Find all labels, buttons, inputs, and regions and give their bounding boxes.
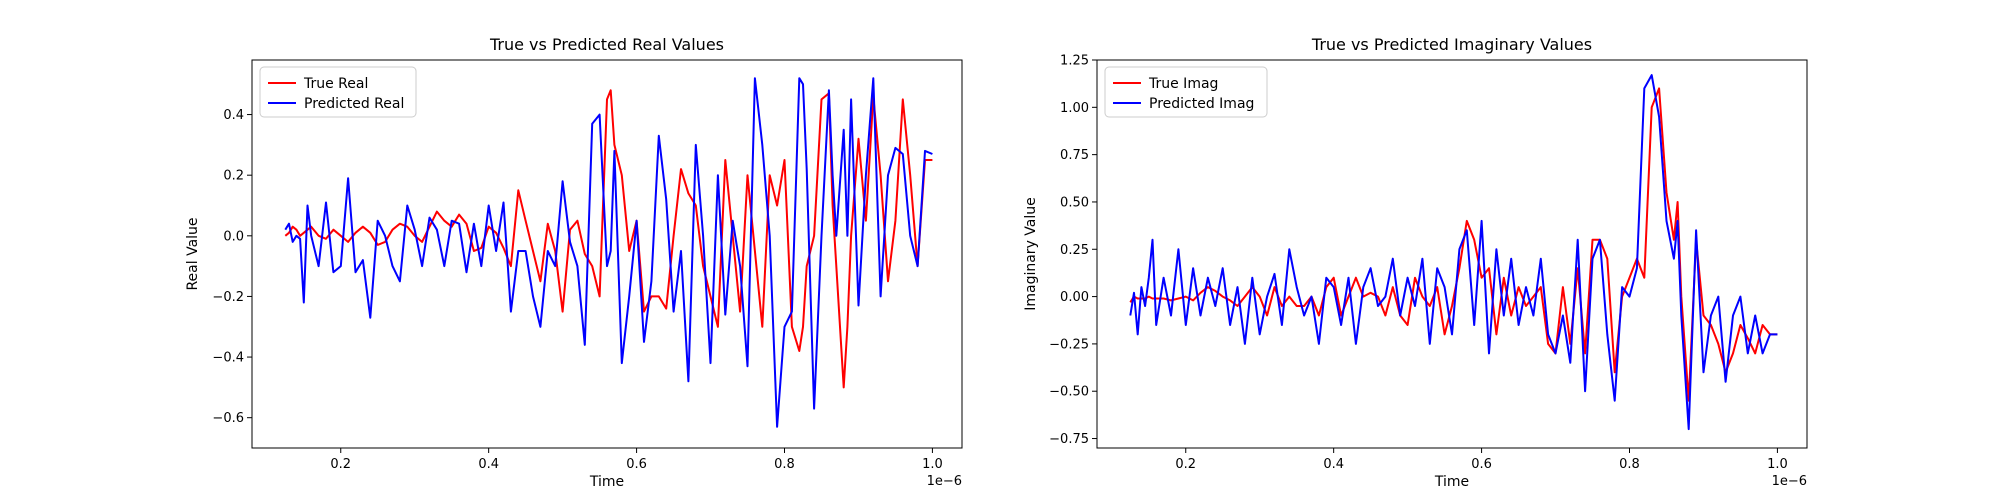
y-tick-label: 0.50 — [1060, 195, 1089, 210]
legend-box — [259, 66, 417, 118]
chart-title: True vs Predicted Real Values — [489, 35, 724, 54]
x-tick-label: 0.6 — [626, 457, 647, 472]
y-tick-label: −0.2 — [212, 290, 244, 305]
y-tick-label: −0.6 — [212, 411, 244, 426]
x-axis-label: Time — [1434, 474, 1469, 490]
y-axis-label: Imaginary Value — [1023, 197, 1039, 311]
x-tick-label: 0.6 — [1471, 457, 1492, 472]
x-tick-label: 0.2 — [1175, 457, 1196, 472]
chart-2: True vs Predicted Imaginary Values 0.2 0.4… — [1023, 35, 1808, 490]
series-line-2 — [284, 77, 933, 428]
series-line-1 — [284, 89, 933, 389]
x-tick-label: 0.2 — [330, 457, 351, 472]
legend: True Imag Predicted Imag — [1104, 66, 1268, 118]
chart-title: True vs Predicted Imaginary Values — [1311, 35, 1592, 54]
y-tick-label: 0.0 — [223, 229, 244, 244]
legend-entry: True Real — [303, 76, 368, 92]
y-tick-label: 0.4 — [223, 108, 244, 123]
x-axis-label: Time — [589, 474, 624, 490]
legend: True Real Predicted Real — [259, 66, 417, 118]
y-tick-label: 0.00 — [1060, 290, 1089, 305]
legend-entry: Predicted Imag — [1149, 96, 1254, 112]
plot-frame — [1096, 59, 1808, 449]
y-axis-label: Real Value — [185, 217, 201, 290]
x-tick-label: 0.8 — [1619, 457, 1640, 472]
y-tick-label: −0.50 — [1049, 385, 1089, 400]
legend-entry: True Imag — [1148, 76, 1218, 92]
legend-entry: Predicted Real — [304, 96, 404, 112]
y-tick-label: 0.75 — [1060, 148, 1089, 163]
x-tick-label: 1.0 — [1767, 457, 1788, 472]
y-tick-label: 1.00 — [1060, 101, 1089, 116]
chart-1: True vs Predicted Real Values 0.2 0.4 0.6 0.… — [185, 35, 963, 490]
legend-box — [1104, 66, 1268, 118]
y-tick-label: −0.4 — [212, 351, 244, 366]
x-tick-label: 0.4 — [478, 457, 499, 472]
x-offset-label: 1e−6 — [1772, 474, 1807, 489]
y-tick-label: −0.25 — [1049, 337, 1089, 352]
x-tick-label: 0.4 — [1323, 457, 1344, 472]
y-tick-label: 1.25 — [1060, 54, 1089, 69]
plot-frame — [251, 59, 963, 449]
series-line-2 — [1129, 74, 1778, 431]
series-line-1 — [1129, 87, 1778, 402]
y-tick-label: 0.2 — [223, 169, 244, 184]
x-tick-label: 1.0 — [922, 457, 943, 472]
x-offset-label: 1e−6 — [927, 474, 962, 489]
x-tick-label: 0.8 — [774, 457, 795, 472]
y-tick-label: −0.75 — [1049, 432, 1089, 447]
y-tick-label: 0.25 — [1060, 243, 1089, 258]
